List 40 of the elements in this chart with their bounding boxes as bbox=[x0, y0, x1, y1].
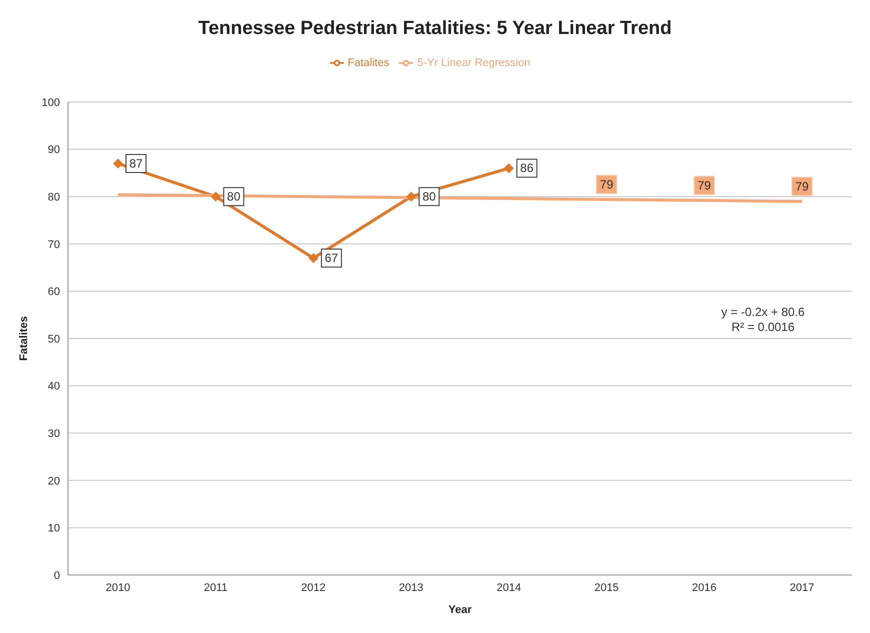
line-series bbox=[116, 193, 804, 203]
y-tick-label: 40 bbox=[48, 380, 60, 393]
x-tick-label: 2015 bbox=[594, 582, 619, 594]
y-axis-title: Fatalites bbox=[18, 316, 30, 361]
legend-label: Fatalites bbox=[348, 56, 390, 69]
y-tick-label: 80 bbox=[48, 192, 60, 204]
point bbox=[210, 192, 221, 202]
x-tick-label: 2010 bbox=[106, 582, 130, 594]
data-label: 79 bbox=[600, 177, 614, 192]
y-tick-label: 20 bbox=[48, 475, 60, 488]
x-tick-label: 2014 bbox=[496, 582, 522, 594]
point bbox=[504, 163, 514, 174]
x-tick-label: 2013 bbox=[398, 582, 424, 594]
annotation: y = -0.2x + 80.6 bbox=[720, 305, 806, 320]
data-label: 79 bbox=[795, 179, 809, 194]
x-tick-label: 2016 bbox=[692, 582, 717, 594]
legend-label: 5-Yr Linear Regression bbox=[417, 56, 530, 69]
data-label: 87 bbox=[129, 156, 143, 170]
data-label: 80 bbox=[422, 190, 436, 204]
x-tick-label: 2017 bbox=[790, 582, 814, 594]
x-tick-label: 2012 bbox=[301, 582, 326, 594]
y-tick-label: 30 bbox=[48, 428, 60, 440]
y-tick-label: 100 bbox=[42, 96, 60, 109]
point bbox=[406, 192, 416, 202]
data-label: 67 bbox=[324, 251, 338, 266]
y-tick-label: 10 bbox=[48, 522, 60, 535]
data-label: 80 bbox=[227, 190, 241, 204]
y-tick-label: 70 bbox=[48, 238, 60, 251]
annotation: R² = 0.0016 bbox=[730, 320, 796, 335]
y-tick-label: 50 bbox=[48, 333, 60, 346]
y-tick-label: 0 bbox=[54, 570, 60, 582]
x-axis-title: Year bbox=[448, 604, 472, 616]
point bbox=[113, 158, 123, 168]
chart-title: Tennessee Pedestrian Fatalities: 5 Year Linear Trend bbox=[197, 18, 673, 40]
y-tick-label: 60 bbox=[48, 286, 60, 298]
point bbox=[308, 253, 318, 264]
data-label: 86 bbox=[520, 161, 534, 176]
data-label: 79 bbox=[698, 178, 712, 192]
y-tick-label: 90 bbox=[48, 144, 60, 156]
x-tick-label: 2011 bbox=[204, 582, 228, 594]
